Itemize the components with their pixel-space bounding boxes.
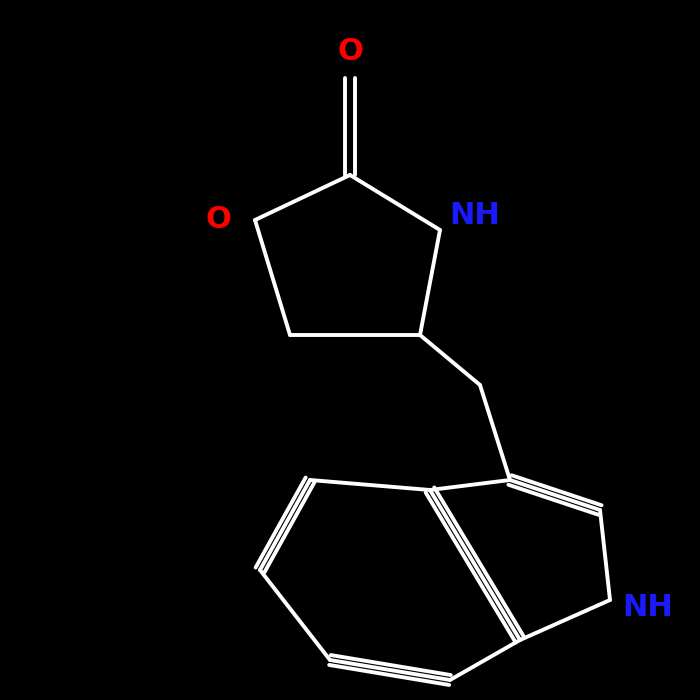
Text: NH: NH [449,200,500,230]
Text: NH: NH [622,594,673,622]
Text: O: O [337,38,363,66]
Text: O: O [205,206,231,234]
